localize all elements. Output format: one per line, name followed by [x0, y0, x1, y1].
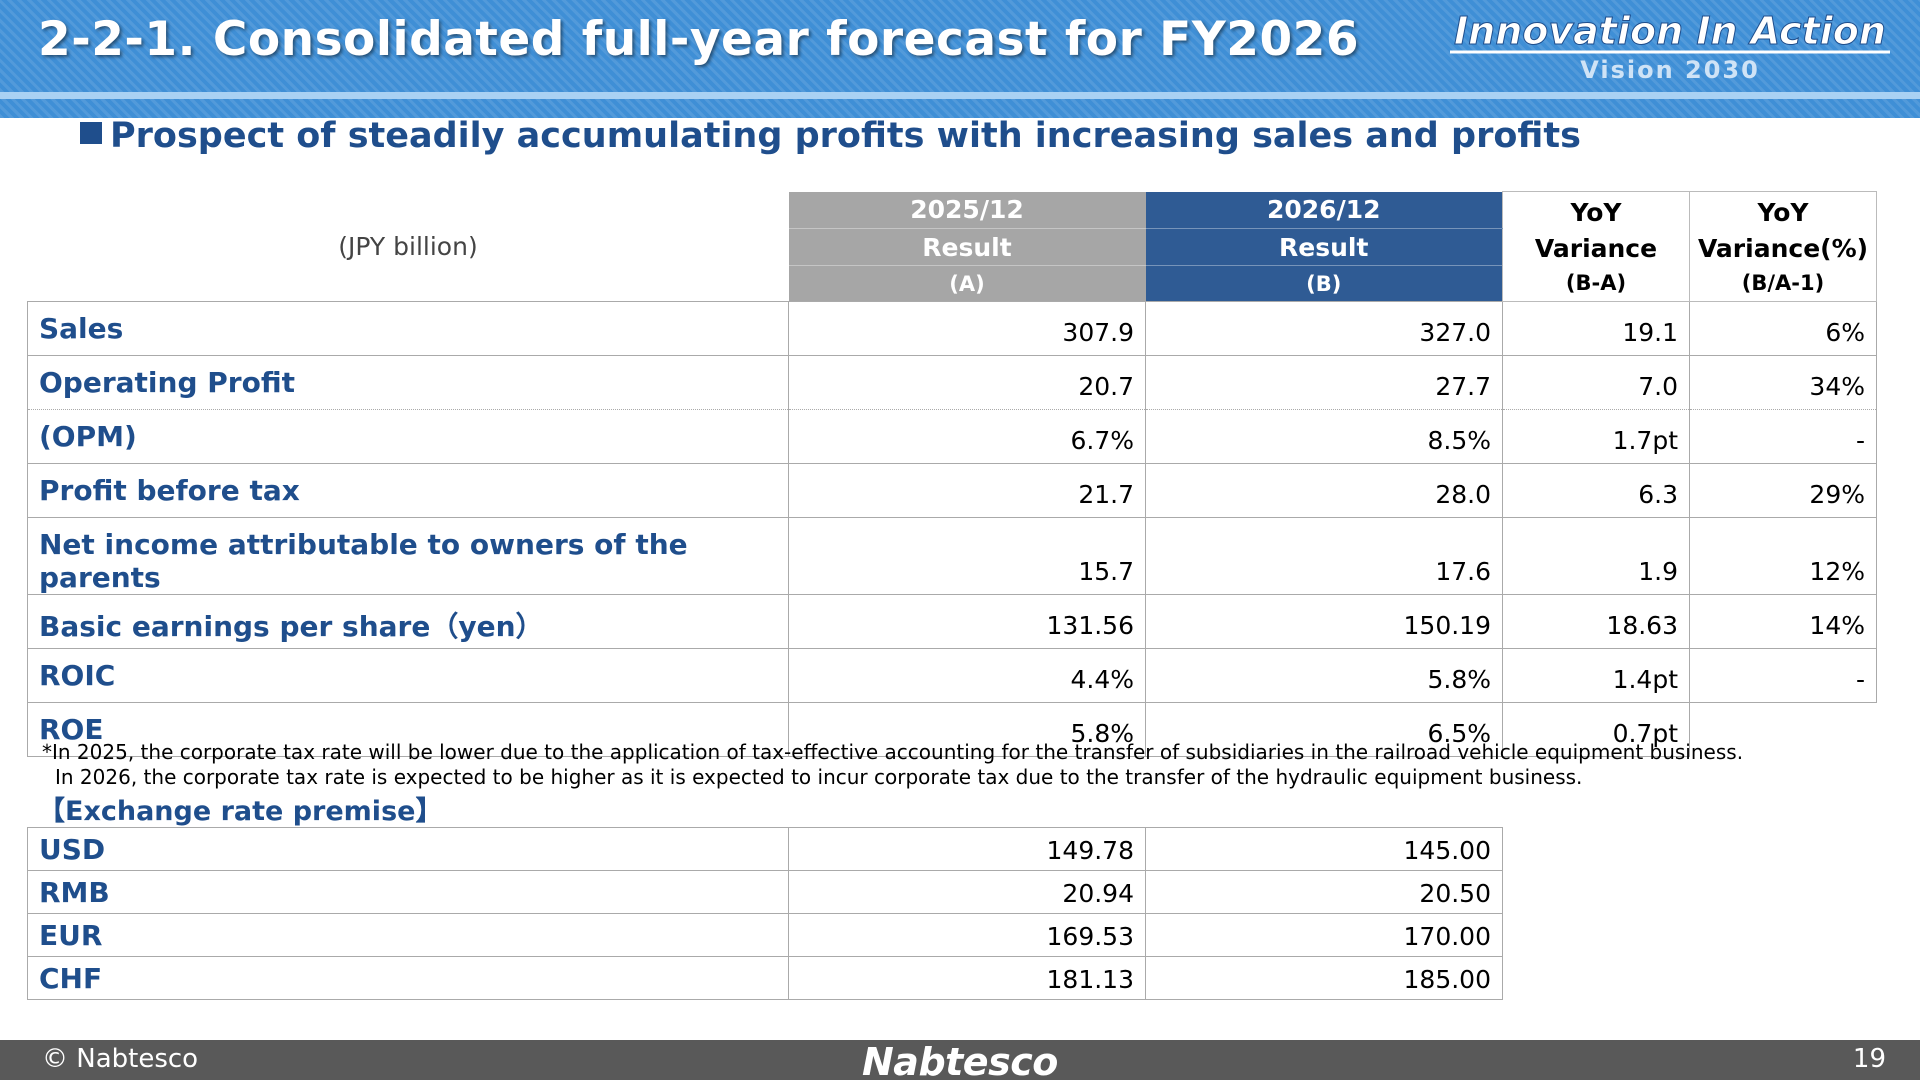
cell-variance: 1.7pt — [1502, 409, 1690, 464]
cell-percent: - — [1689, 648, 1877, 703]
fx-row-rmb: RMB 20.94 20.50 — [27, 870, 1503, 914]
row-label: ROIC — [27, 648, 789, 703]
copyright-text: © Nabtesco — [42, 1044, 199, 1074]
col-b-header-type: Result — [1145, 228, 1503, 266]
exchange-rate-title: 【Exchange rate premise】 — [38, 796, 443, 827]
forecast-table: (JPY billion) 2025/12 2026/12 YoY Varian… — [27, 191, 1877, 757]
cell-variance: 1.9 — [1502, 517, 1690, 595]
row-label: Net income attributable to owners of the… — [27, 517, 789, 595]
row-label: Sales — [27, 301, 789, 356]
cell-a: 21.7 — [788, 463, 1146, 518]
header-divider — [0, 92, 1920, 99]
cell-a: 4.4% — [788, 648, 1146, 703]
fx-row-eur: EUR 169.53 170.00 — [27, 913, 1503, 957]
exchange-rate-table: USD 149.78 145.00 RMB 20.94 20.50 EUR 16… — [27, 827, 1503, 1000]
rate-b: 185.00 — [1145, 956, 1503, 1000]
square-bullet-icon — [80, 122, 102, 144]
col-variance-header: YoY Variance (B-A) — [1502, 191, 1690, 302]
slide-subtitle: Prospect of steadily accumulating profit… — [80, 116, 1581, 156]
cell-a: 20.7 — [788, 355, 1146, 410]
cell-variance: 1.4pt — [1502, 648, 1690, 703]
cell-b: 8.5% — [1145, 409, 1503, 464]
cell-variance: 7.0 — [1502, 355, 1690, 410]
cell-a: 6.7% — [788, 409, 1146, 464]
fx-row-chf: CHF 181.13 185.00 — [27, 956, 1503, 1000]
table-row-profit-before-tax: Profit before tax 21.7 28.0 6.3 29% — [27, 463, 1877, 518]
table-row-sales: Sales 307.9 327.0 19.1 6% — [27, 301, 1877, 356]
cell-percent: 6% — [1689, 301, 1877, 356]
cell-variance: 18.63 — [1502, 594, 1690, 649]
page-title: 2-2-1. Consolidated full-year forecast f… — [38, 12, 1360, 67]
col-percent-header: YoY Variance(%) (B/A-1) — [1689, 191, 1877, 302]
row-label: (OPM) — [27, 409, 789, 464]
rate-a: 169.53 — [788, 913, 1146, 957]
brand-sub-text: Vision 2030 — [1580, 56, 1760, 84]
table-row-net-income: Net income attributable to owners of the… — [27, 517, 1877, 595]
brand-main-text: Innovation In Action — [1454, 9, 1886, 53]
fx-row-usd: USD 149.78 145.00 — [27, 827, 1503, 871]
table-row-roic: ROIC 4.4% 5.8% 1.4pt - — [27, 648, 1877, 703]
rate-a: 20.94 — [788, 870, 1146, 914]
cell-b: 5.8% — [1145, 648, 1503, 703]
table-row-opm: (OPM) 6.7% 8.5% 1.7pt - — [27, 409, 1877, 464]
col-b-header-period: 2026/12 — [1145, 191, 1503, 229]
cell-percent: 34% — [1689, 355, 1877, 410]
cell-b: 327.0 — [1145, 301, 1503, 356]
cell-variance: 0.7pt — [1502, 702, 1690, 757]
col-a-header-key: (A) — [788, 265, 1146, 302]
row-label: Basic earnings per share（yen） — [27, 594, 789, 649]
cell-a: 5.8% — [788, 702, 1146, 757]
footnote-line-1: *In 2025, the corporate tax rate will be… — [42, 740, 1744, 764]
col-a-header-type: Result — [788, 228, 1146, 266]
cell-a: 307.9 — [788, 301, 1146, 356]
header-band — [0, 0, 1920, 92]
cell-variance: 19.1 — [1502, 301, 1690, 356]
col-variance-line3: (B-A) — [1565, 270, 1627, 295]
cell-b: 17.6 — [1145, 517, 1503, 595]
cell-variance: 6.3 — [1502, 463, 1690, 518]
row-label: Operating Profit — [27, 355, 789, 410]
row-label: Profit before tax — [27, 463, 789, 518]
table-row-operating-profit: Operating Profit 20.7 27.7 7.0 34% — [27, 355, 1877, 410]
page-number: 19 — [1852, 1044, 1886, 1074]
cell-percent: 14% — [1689, 594, 1877, 649]
col-variance-line2: Variance — [1534, 234, 1658, 264]
table-row-roe: ROE 5.8% 6.5% 0.7pt — [27, 702, 1877, 757]
cell-b: 27.7 — [1145, 355, 1503, 410]
footnote-line-2: In 2026, the corporate tax rate is expec… — [55, 765, 1583, 789]
rate-b: 20.50 — [1145, 870, 1503, 914]
cell-a: 15.7 — [788, 517, 1146, 595]
unit-label: (JPY billion) — [338, 231, 478, 261]
nabtesco-logo: Nabtesco — [862, 1040, 1058, 1084]
col-b-header-key: (B) — [1145, 265, 1503, 302]
rate-b: 145.00 — [1145, 827, 1503, 871]
cell-a: 131.56 — [788, 594, 1146, 649]
col-percent-line2: Variance(%) — [1697, 234, 1869, 264]
currency-label: USD — [27, 827, 789, 871]
footer-bar — [0, 1040, 1920, 1080]
table-row-eps: Basic earnings per share（yen） 131.56 150… — [27, 594, 1877, 649]
currency-label: RMB — [27, 870, 789, 914]
row-label: ROE — [27, 702, 789, 757]
rate-b: 170.00 — [1145, 913, 1503, 957]
col-percent-line1: YoY — [1757, 198, 1809, 228]
currency-label: EUR — [27, 913, 789, 957]
cell-percent: 29% — [1689, 463, 1877, 518]
rate-a: 149.78 — [788, 827, 1146, 871]
rate-a: 181.13 — [788, 956, 1146, 1000]
cell-percent: 12% — [1689, 517, 1877, 595]
cell-percent — [1689, 702, 1877, 757]
col-percent-line3: (B/A-1) — [1741, 270, 1825, 295]
col-a-header-period: 2025/12 — [788, 191, 1146, 229]
vision-2030-logo: Innovation In Action Vision 2030 — [1450, 9, 1890, 84]
cell-b: 6.5% — [1145, 702, 1503, 757]
subtitle-text: Prospect of steadily accumulating profit… — [110, 116, 1581, 156]
cell-b: 150.19 — [1145, 594, 1503, 649]
cell-percent: - — [1689, 409, 1877, 464]
col-variance-line1: YoY — [1570, 198, 1622, 228]
cell-b: 28.0 — [1145, 463, 1503, 518]
currency-label: CHF — [27, 956, 789, 1000]
